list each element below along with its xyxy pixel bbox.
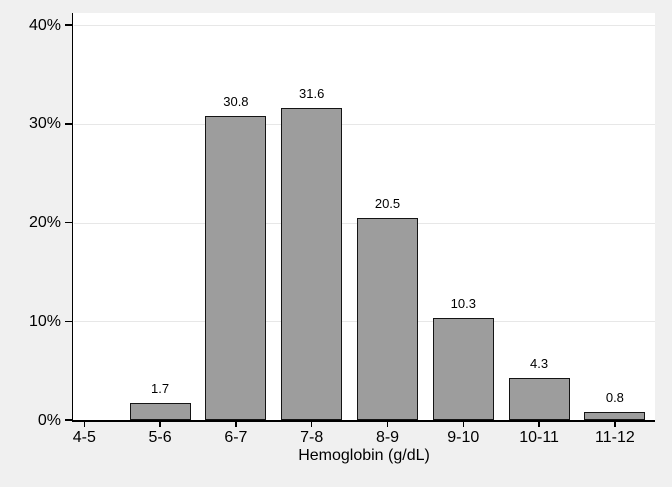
y-axis-tick-label: 20% — [28, 214, 61, 232]
x-axis-tick-label: 10-11 — [519, 429, 559, 446]
bar-value-label: 20.5 — [374, 195, 401, 211]
bar — [584, 412, 646, 420]
y-axis-tick — [65, 419, 72, 421]
x-axis-tick — [614, 421, 616, 427]
x-axis-tick — [538, 421, 540, 427]
y-axis-tick — [65, 221, 72, 224]
x-axis-title: Hemoglobin (g/dL) — [298, 447, 430, 464]
x-axis-tick-label: 4-5 — [72, 429, 96, 446]
y-axis-tick-label: 0% — [37, 411, 61, 429]
y-axis-tick-label: 10% — [28, 312, 61, 330]
bar — [281, 108, 343, 420]
bar — [129, 403, 191, 420]
bar — [357, 217, 418, 420]
x-axis-tick-label: 9-10 — [447, 429, 480, 446]
x-axis-tick-label: 8-9 — [375, 429, 400, 446]
gridline — [74, 123, 655, 125]
x-axis-tick — [83, 421, 86, 427]
x-axis-tick — [235, 421, 237, 427]
y-axis-tick — [65, 24, 72, 26]
x-axis-tick — [159, 421, 161, 427]
bar — [432, 318, 494, 420]
bar-value-label: 30.8 — [223, 94, 249, 109]
bar-value-label: 31.6 — [299, 86, 325, 102]
y-axis-tick-label: 40% — [28, 16, 61, 34]
gridline — [74, 25, 655, 27]
bar-value-label: 0.8 — [605, 390, 624, 406]
x-axis-tick-label: 6-7 — [224, 429, 248, 446]
bar — [205, 116, 267, 420]
x-axis-line — [71, 420, 655, 422]
x-axis-tick-label: 5-6 — [148, 429, 172, 446]
x-axis-tick — [310, 421, 313, 427]
x-axis-tick — [386, 421, 389, 427]
y-axis-tick — [65, 123, 72, 125]
x-axis-tick-label: 11-12 — [595, 429, 635, 446]
x-axis-tick-label: 7-8 — [300, 429, 324, 446]
x-axis-tick — [462, 421, 465, 427]
y-axis-line — [71, 13, 73, 422]
y-axis-tick — [65, 320, 72, 323]
bar — [508, 377, 570, 420]
y-axis-tick-label: 30% — [28, 115, 61, 133]
bar-value-label: 4.3 — [530, 355, 549, 371]
bar-value-label: 10.3 — [450, 296, 476, 312]
bar-value-label: 1.7 — [151, 381, 170, 397]
